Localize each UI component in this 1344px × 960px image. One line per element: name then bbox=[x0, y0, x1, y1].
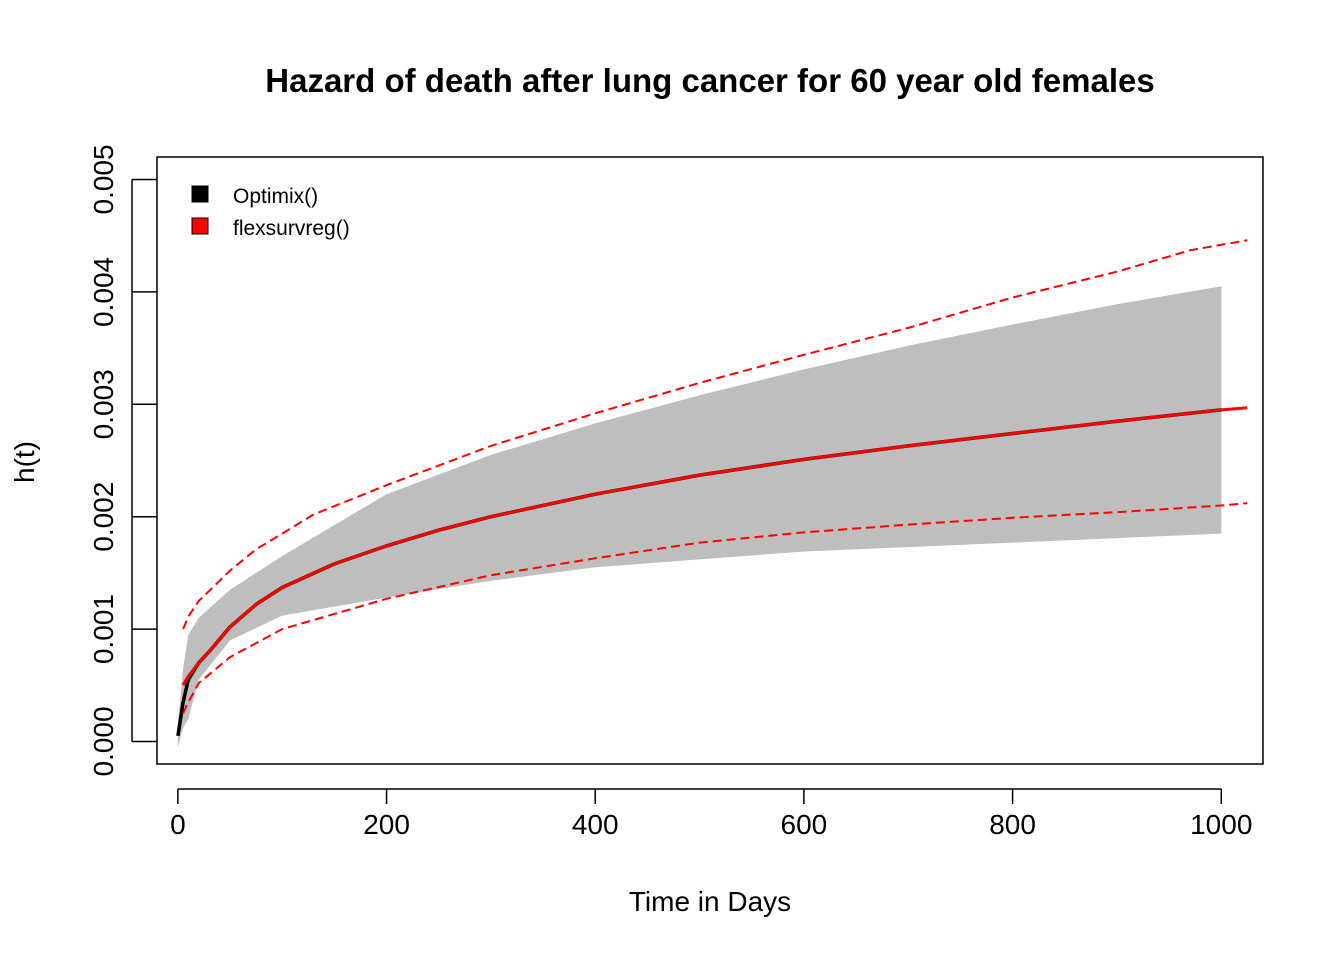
y-tick-label: 0.004 bbox=[88, 257, 119, 327]
legend-swatch bbox=[191, 217, 209, 235]
plot-area bbox=[176, 239, 1248, 748]
confidence-band bbox=[177, 286, 1222, 748]
plot-frame bbox=[156, 156, 1264, 765]
legend-label: flexsurvreg() bbox=[233, 217, 350, 240]
x-tick-label: 400 bbox=[572, 809, 619, 840]
x-axis-label: Time in Days bbox=[629, 886, 791, 917]
chart-title: Hazard of death after lung cancer for 60… bbox=[265, 62, 1154, 99]
legend-swatch bbox=[191, 185, 209, 203]
lower-ci-dashed-line bbox=[182, 502, 1248, 714]
x-tick-label: 0 bbox=[170, 809, 186, 840]
legend: Optimix() flexsurvreg() bbox=[191, 185, 350, 240]
x-tick-label: 1000 bbox=[1190, 809, 1252, 840]
y-tick-label: 0.001 bbox=[88, 594, 119, 664]
axes: 0 200 400 600 800 1000 0.000 0.001 0.002 0.003 0.0… bbox=[88, 144, 1252, 840]
y-axis-label: h(t) bbox=[9, 441, 40, 483]
legend-label: Optimix() bbox=[233, 185, 318, 208]
flexsurvreg-line bbox=[181, 406, 1248, 687]
y-tick-label: 0.005 bbox=[88, 144, 119, 214]
y-tick-label: 0.002 bbox=[88, 482, 119, 552]
x-tick-label: 800 bbox=[989, 809, 1036, 840]
x-tick-label: 200 bbox=[363, 809, 410, 840]
y-tick-label: 0.000 bbox=[88, 706, 119, 776]
x-tick-label: 600 bbox=[781, 809, 828, 840]
upper-ci-dashed-line bbox=[182, 239, 1248, 630]
y-tick-label: 0.003 bbox=[88, 369, 119, 439]
